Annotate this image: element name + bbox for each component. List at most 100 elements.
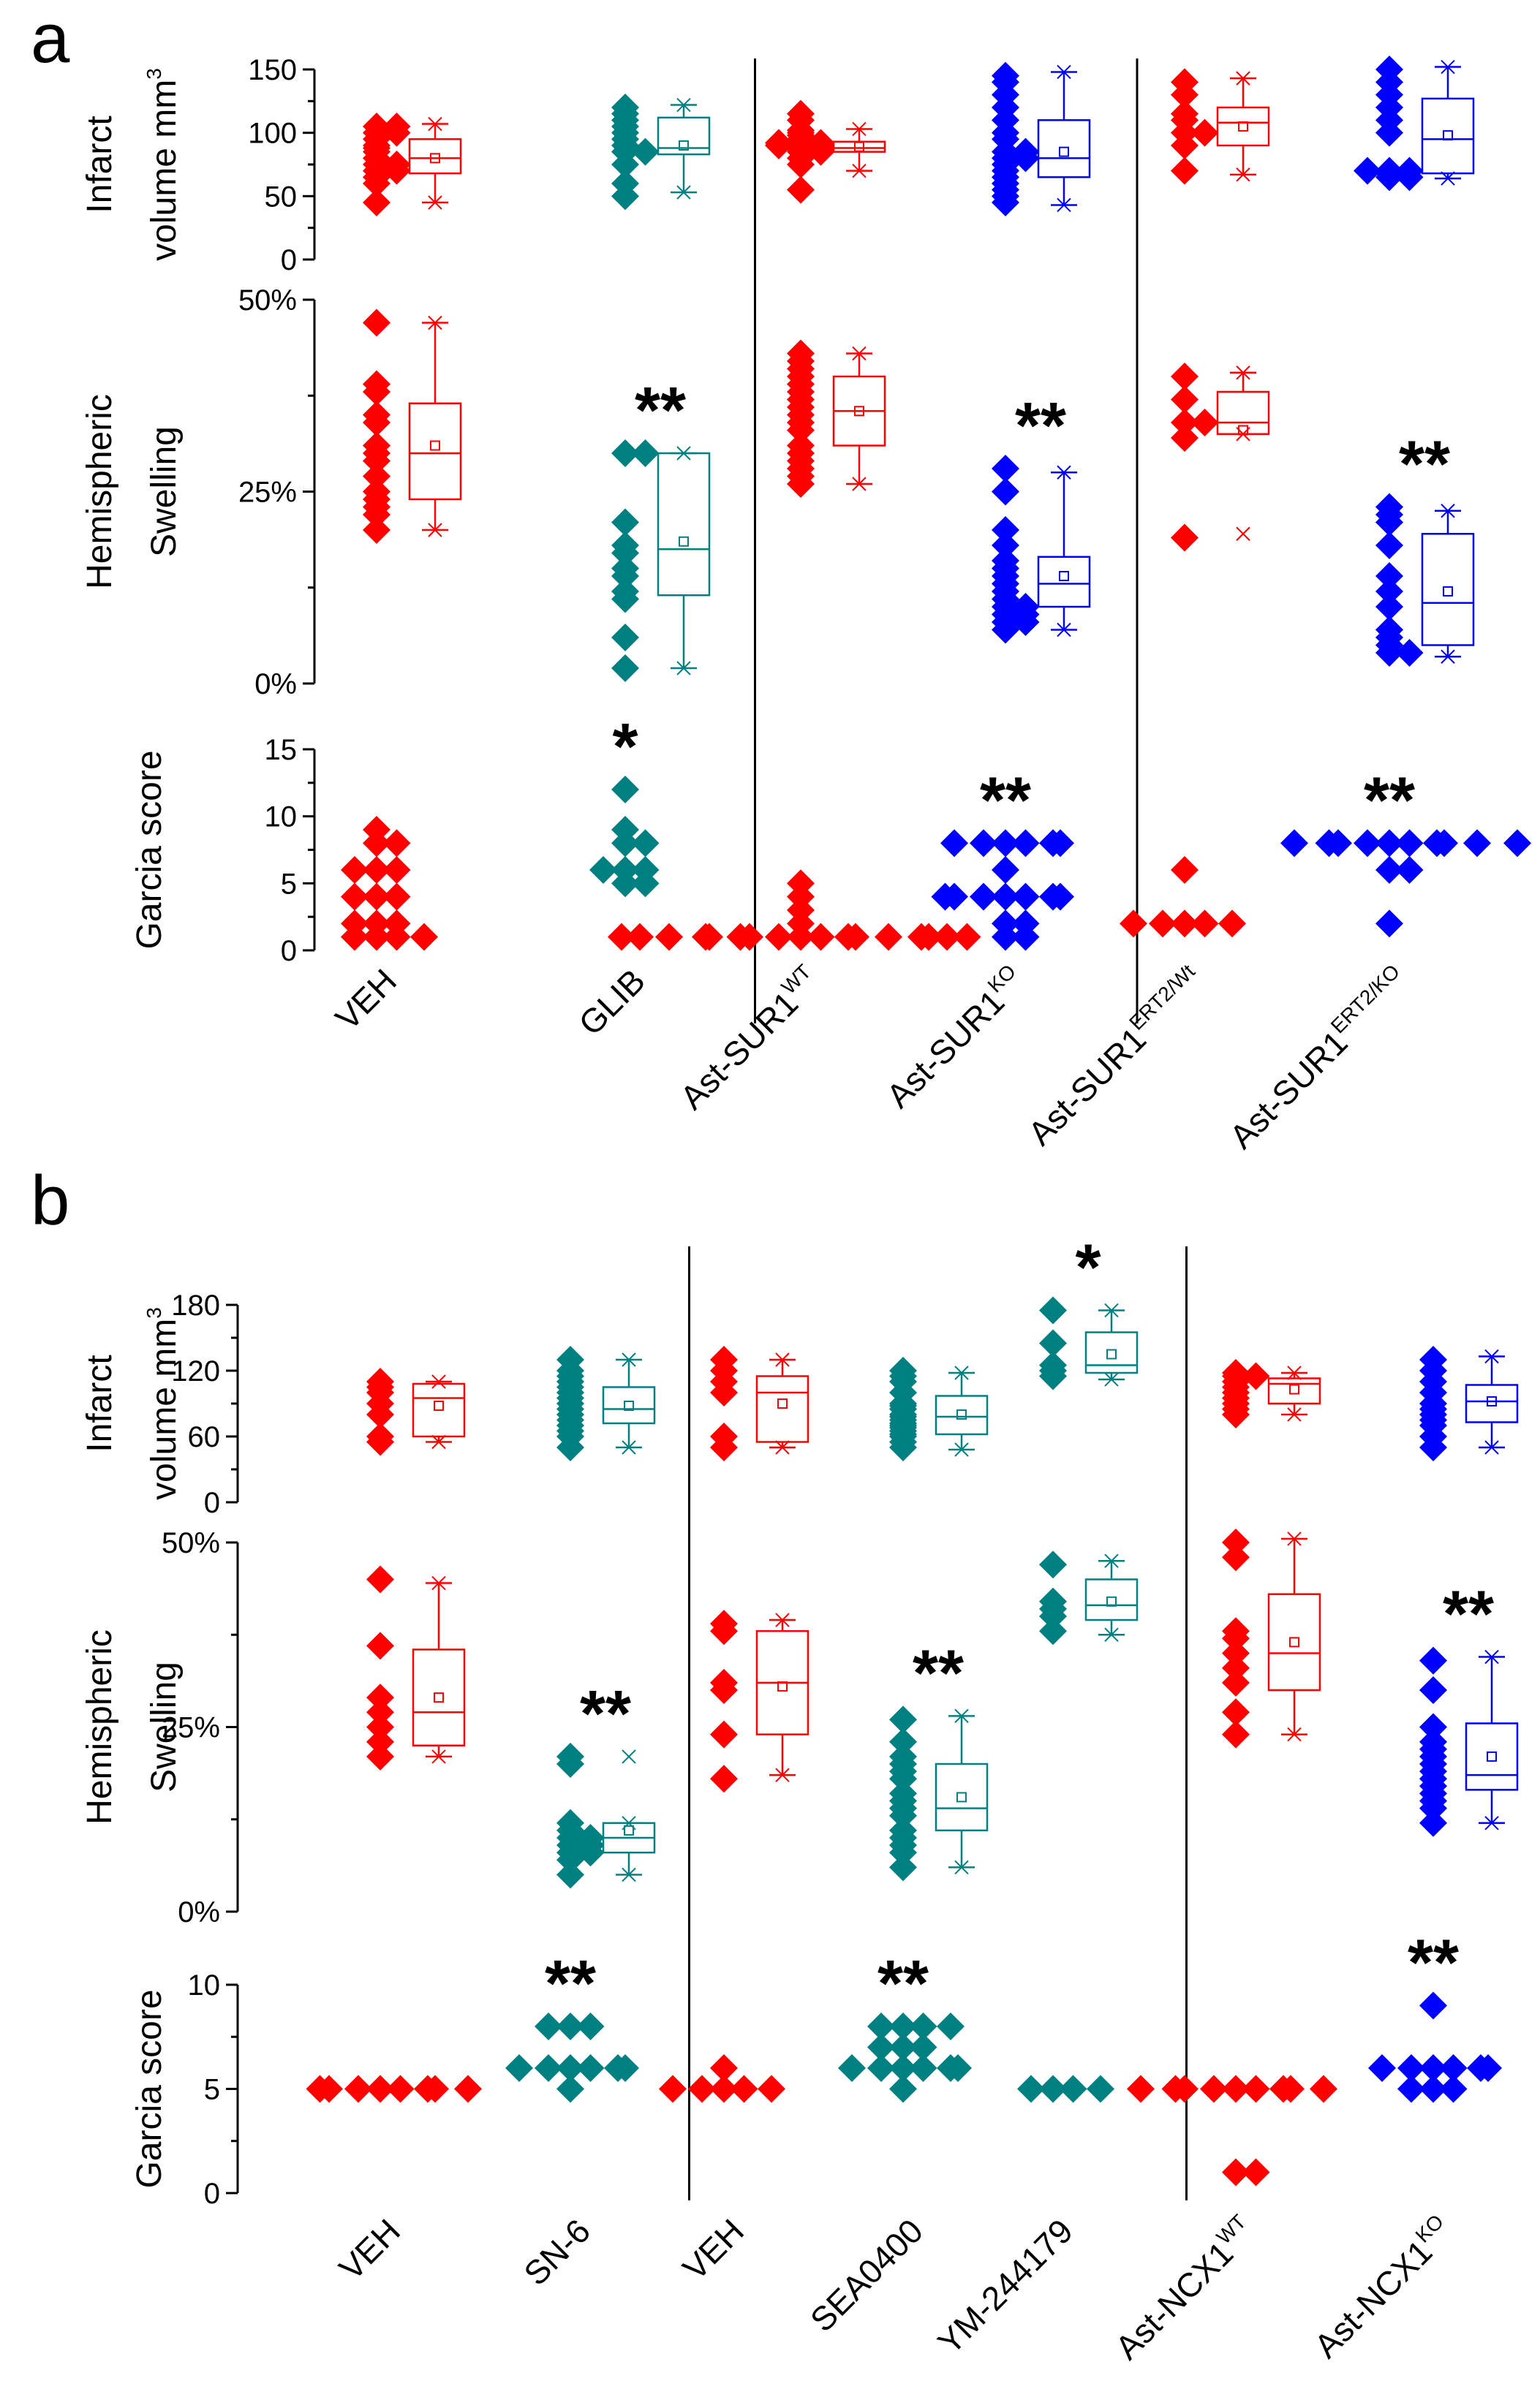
data-point [889,2054,917,2082]
data-point [1190,118,1219,147]
data-point [1419,1646,1447,1675]
y-axis-label: Swelling [145,426,184,557]
cross-extreme-icon [1441,171,1455,186]
square-mean-icon [430,440,440,451]
square-mean-icon [434,1692,444,1703]
square-mean-icon [679,536,689,547]
data-point [1463,829,1491,857]
data-point [710,2054,738,2082]
data-point [765,129,793,157]
data-point [556,2013,584,2040]
cross-extreme-icon [1236,71,1250,86]
data-point [992,455,1019,482]
box-iqr [412,1382,466,1438]
data-point [889,1357,917,1385]
y-axis-label: volume mm3 [143,1307,184,1500]
cross-extreme-icon [1057,465,1071,480]
data-point [1222,1624,1250,1653]
cross-extreme-icon [428,195,442,210]
y-tick-label: 10 [265,801,298,833]
data-point [1222,1654,1250,1682]
data-point [1419,1991,1447,2020]
data-point [631,137,660,166]
cross-extreme-icon [1441,649,1455,664]
data-point [1419,1713,1447,1741]
series-group [306,2075,482,2103]
panel-letter: b [31,1162,69,1240]
cross-extreme-icon [852,346,867,361]
data-point [688,2075,716,2103]
y-tick-label: 50 [265,181,298,213]
y-tick-label: 50% [162,1527,220,1559]
cross-extreme-icon [1441,59,1455,75]
series-group: ** [838,1947,972,2103]
box-iqr [657,452,711,597]
data-point [363,882,390,911]
data-point [1218,909,1246,938]
series-group [1171,68,1270,185]
y-tick-label: 150 [248,54,297,86]
cross-extreme-icon [1287,1366,1302,1380]
data-point [1419,2075,1447,2103]
data-point [867,2054,895,2082]
cross-extreme-icon [676,185,691,200]
square-mean-icon [854,406,864,417]
data-point [710,1617,738,1646]
data-point [363,189,390,216]
data-point [867,2013,895,2040]
cross-extreme-icon [428,523,442,537]
cross-extreme-icon [676,446,691,461]
cross-extreme-icon [775,1768,790,1782]
data-point [1046,882,1074,911]
data-point [1474,2054,1502,2082]
y-tick-label: 60 [188,1421,221,1453]
significance-stars: ** [1399,428,1450,501]
data-point [382,113,411,140]
cross-extreme-icon [676,97,691,113]
y-tick-label: 50% [238,284,297,317]
box-iqr [1084,1331,1139,1374]
data-point [842,923,869,951]
data-point [631,856,660,884]
series-group [363,308,462,544]
box-iqr [755,1375,809,1443]
data-point [1161,2075,1190,2103]
cross-extreme-icon [1104,1303,1119,1318]
data-point [889,1853,917,1882]
data-point [556,2054,584,2082]
data-point [589,856,617,884]
data-point [366,1632,394,1660]
data-point [363,431,390,460]
y-axis-label: volume mm3 [143,68,184,261]
data-point [611,654,639,682]
data-point [1430,829,1458,857]
series-group [787,339,886,498]
data-point [787,869,815,898]
significance-stars: * [1075,1232,1101,1305]
series-group [889,1357,989,1461]
series-group [1039,1551,1139,1646]
data-point [1011,593,1040,621]
x-category-label: Ast-SUR1KO [877,960,1033,1115]
box-iqr [412,1648,466,1746]
data-point [695,923,723,951]
significance-stars: ** [545,1947,596,2021]
data-point [1419,1772,1447,1801]
data-point [1171,409,1199,436]
data-point [1397,2075,1425,2103]
cross-extreme-icon [954,1442,969,1457]
data-point [1149,909,1177,938]
x-category-label-sup: KO [1411,2210,1449,2247]
data-point [1039,1617,1067,1646]
data-point [1222,2075,1250,2103]
data-point [366,1727,394,1756]
cross-extreme-icon [1236,526,1250,541]
square-mean-icon [1289,1637,1299,1648]
y-tick-label: 120 [171,1355,220,1387]
series-group [1120,856,1246,938]
data-point [889,1392,917,1420]
data-point [556,1346,584,1374]
significance-stars: ** [913,1637,964,1710]
series-group [1017,2075,1114,2103]
data-point [1419,1735,1447,1763]
